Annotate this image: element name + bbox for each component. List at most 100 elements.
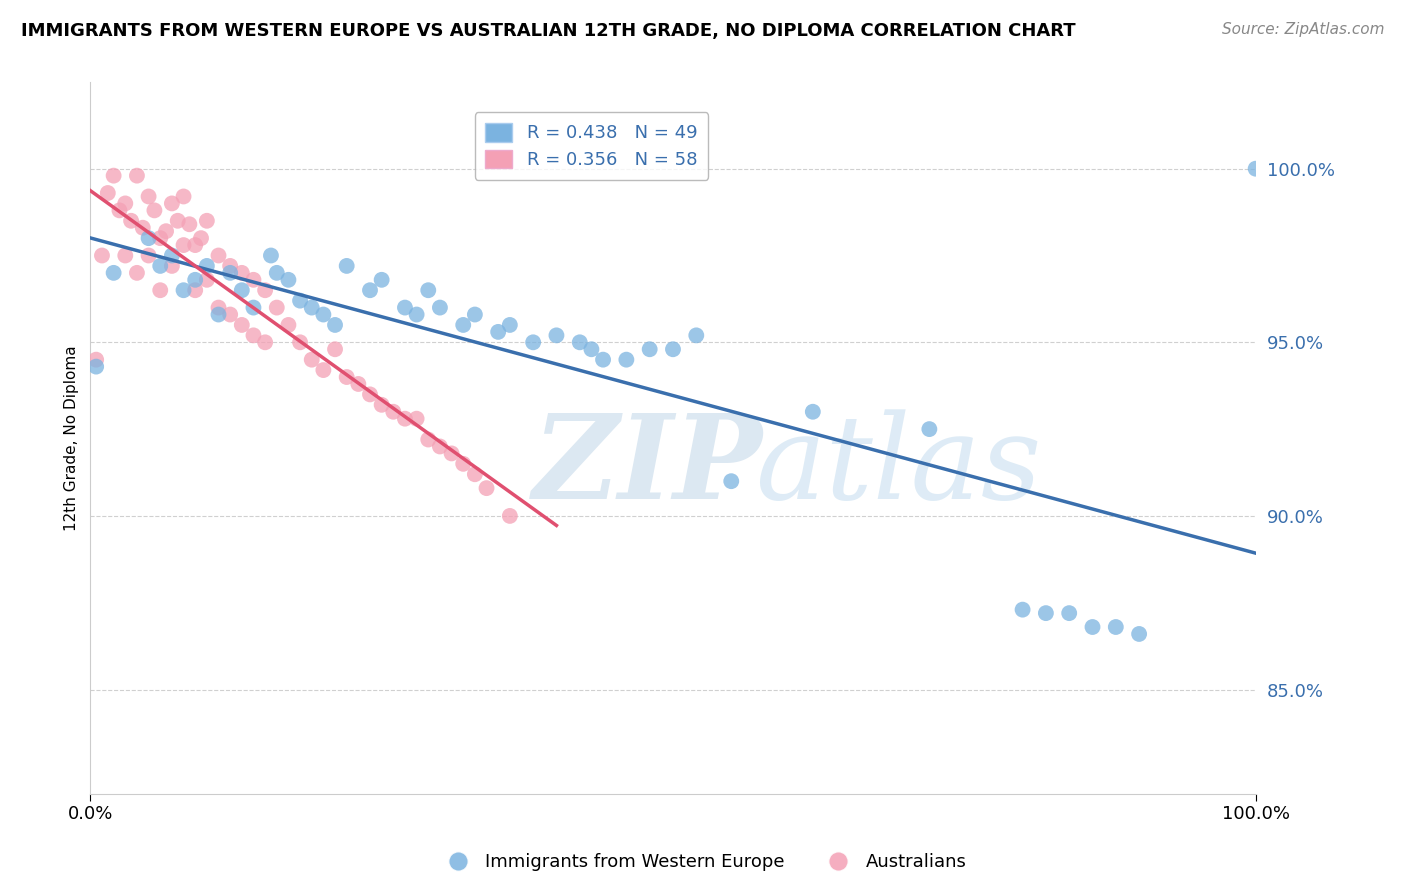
Point	[195, 259, 218, 273]
Point	[149, 231, 172, 245]
Point	[370, 398, 392, 412]
Point	[312, 308, 335, 322]
Point	[266, 301, 288, 315]
Point	[429, 440, 451, 454]
Point	[143, 203, 166, 218]
Point	[219, 308, 242, 322]
Point	[499, 508, 522, 523]
Point	[370, 273, 392, 287]
Text: ZIP: ZIP	[533, 409, 763, 524]
Text: atlas: atlas	[755, 409, 1040, 524]
Point	[231, 283, 253, 297]
Point	[499, 318, 522, 332]
Point	[179, 217, 201, 231]
Point	[242, 301, 264, 315]
Point	[359, 387, 381, 401]
Point	[84, 352, 107, 367]
Point	[231, 266, 253, 280]
Point	[323, 318, 346, 332]
Point	[614, 352, 637, 367]
Point	[429, 301, 451, 315]
Point	[103, 266, 125, 280]
Point	[592, 352, 614, 367]
Point	[173, 283, 195, 297]
Point	[114, 196, 136, 211]
Point	[138, 189, 160, 203]
Point	[103, 169, 125, 183]
Text: Source: ZipAtlas.com: Source: ZipAtlas.com	[1222, 22, 1385, 37]
Point	[546, 328, 568, 343]
Point	[242, 328, 264, 343]
Point	[260, 248, 283, 262]
Point	[125, 266, 148, 280]
Point	[347, 376, 370, 391]
Legend: R = 0.438   N = 49, R = 0.356   N = 58: R = 0.438 N = 49, R = 0.356 N = 58	[474, 112, 709, 180]
Point	[1081, 620, 1104, 634]
Point	[486, 325, 509, 339]
Point	[1128, 627, 1150, 641]
Point	[125, 169, 148, 183]
Point	[97, 186, 120, 200]
Point	[1035, 606, 1057, 620]
Point	[138, 231, 160, 245]
Point	[207, 248, 229, 262]
Point	[219, 266, 242, 280]
Point	[301, 352, 323, 367]
Point	[207, 308, 229, 322]
Point	[394, 411, 416, 425]
Point	[231, 318, 253, 332]
Point	[84, 359, 107, 374]
Y-axis label: 12th Grade, No Diploma: 12th Grade, No Diploma	[65, 345, 79, 531]
Point	[173, 189, 195, 203]
Point	[1244, 161, 1267, 176]
Point	[301, 301, 323, 315]
Point	[720, 474, 742, 488]
Legend: Immigrants from Western Europe, Australians: Immigrants from Western Europe, Australi…	[433, 847, 973, 879]
Point	[336, 259, 359, 273]
Point	[254, 283, 277, 297]
Point	[114, 248, 136, 262]
Point	[160, 196, 183, 211]
Point	[418, 283, 440, 297]
Point	[184, 283, 207, 297]
Point	[440, 446, 463, 460]
Point	[405, 308, 427, 322]
Point	[522, 335, 544, 350]
Point	[190, 231, 212, 245]
Point	[288, 335, 311, 350]
Point	[475, 481, 498, 495]
Point	[336, 370, 359, 384]
Point	[207, 301, 229, 315]
Point	[359, 283, 381, 297]
Point	[451, 457, 474, 471]
Point	[184, 238, 207, 252]
Point	[195, 273, 218, 287]
Point	[801, 405, 824, 419]
Point	[382, 405, 405, 419]
Point	[464, 308, 486, 322]
Point	[451, 318, 474, 332]
Point	[418, 433, 440, 447]
Point	[149, 283, 172, 297]
Point	[568, 335, 591, 350]
Point	[254, 335, 277, 350]
Point	[120, 214, 142, 228]
Point	[394, 301, 416, 315]
Point	[138, 248, 160, 262]
Point	[1011, 602, 1033, 616]
Point	[166, 214, 188, 228]
Point	[91, 248, 114, 262]
Point	[242, 273, 264, 287]
Point	[1105, 620, 1128, 634]
Point	[184, 273, 207, 287]
Point	[173, 238, 195, 252]
Point	[1057, 606, 1080, 620]
Text: IMMIGRANTS FROM WESTERN EUROPE VS AUSTRALIAN 12TH GRADE, NO DIPLOMA CORRELATION : IMMIGRANTS FROM WESTERN EUROPE VS AUSTRA…	[21, 22, 1076, 40]
Point	[277, 273, 299, 287]
Point	[132, 220, 155, 235]
Point	[266, 266, 288, 280]
Point	[160, 259, 183, 273]
Point	[195, 214, 218, 228]
Point	[685, 328, 707, 343]
Point	[323, 343, 346, 357]
